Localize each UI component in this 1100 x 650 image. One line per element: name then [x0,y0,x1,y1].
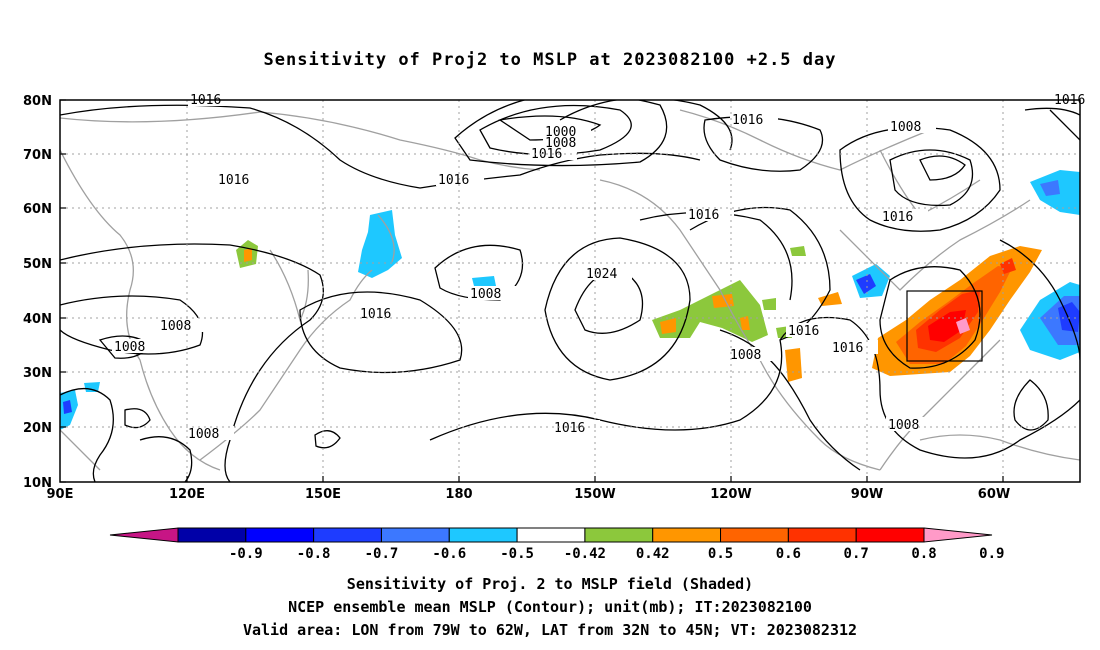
colorbar-swatch [516,527,586,543]
colorbar-label: -0.8 [297,546,331,562]
neg-blob [472,276,496,286]
gridlines [60,100,1080,482]
valid-area-box [906,290,983,362]
contour-label: 1016 [554,421,585,436]
pos-blob [928,310,966,342]
neg-blob [63,400,72,414]
colorbar-swatch [380,527,450,543]
pos-blob [818,292,842,306]
colorbar-swatch [448,527,518,543]
lat-tick-label: 50N [23,257,52,272]
lat-tick-label: 20N [23,421,52,436]
lon-tick-label: 150W [574,487,615,502]
contour-label: 1008 [470,287,501,302]
lat-tick-label: 60N [23,202,52,217]
contour-label: 1024 [586,267,617,282]
lon-tick-label: 90E [47,487,74,502]
colorbar-swatch [855,527,925,543]
contour-label: 1016 [688,208,719,223]
colorbar-swatch [923,527,993,543]
pos-blob [740,316,750,330]
pos-blob [660,318,676,334]
lon-axis: 90E 120E 150E 180 150W 120W 90W 60W [47,487,1011,502]
pos-blob [762,298,776,310]
lat-tick-label: 80N [23,94,52,109]
contour-label: 1016 [360,307,391,322]
contour-label: 1008 [545,136,576,151]
lon-tick-label: 60W [978,487,1010,502]
colorbar-label: 0.42 [636,546,670,562]
caption-line-1: Sensitivity of Proj. 2 to MSLP field (Sh… [346,575,754,593]
contour-label: 1008 [160,319,191,334]
colorbar-label: -0.42 [564,546,606,562]
contour-label: 1000 [545,125,576,140]
pos-blob [790,246,806,256]
neg-blob [84,382,100,392]
pos-blob [712,294,734,308]
contour-label: 1008 [730,348,761,363]
pos-blob [1000,258,1016,274]
lat-axis: 80N 70N 60N 50N 40N 30N 20N 10N [23,94,52,491]
contour-label: 1016 [788,324,819,339]
colorbar-label: -0.7 [365,546,399,562]
colorbar-label: 0.8 [911,546,936,562]
lon-tick-label: 120W [710,487,751,502]
neg-blob [358,210,402,278]
colorbar-label: -0.5 [500,546,534,562]
lat-tick-label: 30N [23,366,52,381]
colorbar-swatch [652,527,722,543]
colorbar-swatch [787,527,857,543]
colorbar-label: -0.9 [229,546,263,562]
colorbar-swatch [313,527,382,543]
neg-blob [856,274,876,294]
lon-tick-label: 90W [851,487,883,502]
lat-tick-label: 40N [23,312,52,327]
pos-blob [244,248,252,262]
neg-blob [1040,180,1060,196]
lon-tick-label: 120E [169,487,205,502]
pos-blob [956,318,970,334]
plot-title: Sensitivity of Proj2 to MSLP at 20230821… [263,50,837,70]
lon-tick-label: 180 [445,487,472,502]
colorbar-swatch [245,527,315,543]
map-frame [59,99,1081,483]
colorbar-swatch [109,527,179,543]
contour-labels: 1016 1016 1016 1008 1016 1000 1008 1016 … [112,93,1085,442]
contour-label: 1008 [188,427,219,442]
caption-line-3: Valid area: LON from 79W to 62W, LAT fro… [242,621,858,639]
colorbar-swatch [720,527,789,543]
lat-tick-label: 10N [23,476,52,491]
colorbar-label: 0.9 [979,546,1004,562]
colorbar-label: 0.6 [776,546,801,562]
contour-label: 1016 [882,210,913,225]
lon-tick-label: 150E [305,487,341,502]
pos-blob [785,348,802,382]
contour-label: 1016 [218,173,249,188]
colorbar-label: 0.5 [708,546,733,562]
colorbar: -0.9 -0.8 -0.7 -0.6 -0.5 -0.42 0.42 0.5 0.6 0.7 0.… [109,527,1004,562]
contour-label: 1008 [890,120,921,135]
contour-label: 1008 [114,340,145,355]
neg-blob [1058,302,1080,332]
contour-label: 1016 [832,341,863,356]
contour-label: 1016 [732,113,763,128]
caption-line-2: NCEP ensemble mean MSLP (Contour); unit(… [288,598,812,616]
contour-label: 1008 [888,418,919,433]
tick-marks [60,99,1004,483]
lat-tick-label: 70N [23,148,52,163]
colorbar-label: -0.6 [432,546,466,562]
colorbar-label: 0.7 [844,546,869,562]
colorbar-swatch [584,527,654,543]
contour-label: 1016 [438,173,469,188]
coastlines [60,109,1080,471]
colorbar-swatch [177,527,247,543]
